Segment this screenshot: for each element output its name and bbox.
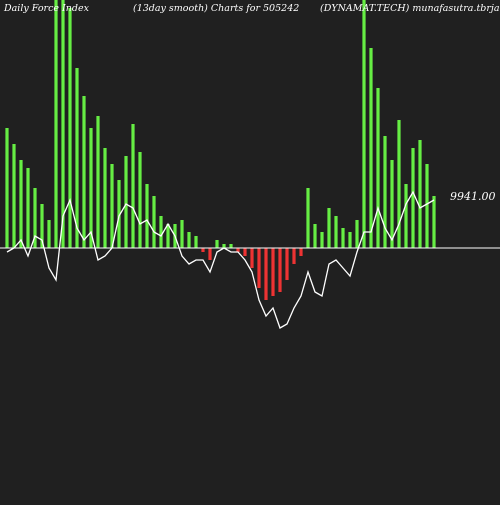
- force-bar: [376, 88, 380, 248]
- force-bar: [362, 0, 366, 248]
- force-bar: [306, 188, 310, 248]
- force-bar: [320, 232, 324, 248]
- force-bar: [250, 248, 254, 268]
- force-bar: [201, 248, 205, 252]
- force-bar: [194, 236, 198, 248]
- force-bar: [82, 96, 86, 248]
- force-bar: [404, 184, 408, 248]
- force-bar: [5, 128, 9, 248]
- force-bar: [278, 248, 282, 292]
- force-bar: [271, 248, 275, 296]
- force-bar: [117, 180, 121, 248]
- force-bar: [327, 208, 331, 248]
- force-bar: [124, 156, 128, 248]
- force-bar: [180, 220, 184, 248]
- force-bar: [334, 216, 338, 248]
- force-bar: [383, 136, 387, 248]
- force-bar: [418, 140, 422, 248]
- force-bar: [96, 116, 100, 248]
- force-bar: [432, 196, 436, 248]
- force-bar: [299, 248, 303, 256]
- force-bar: [208, 248, 212, 260]
- force-bar: [68, 8, 72, 248]
- force-bar: [26, 168, 30, 248]
- force-bar: [313, 224, 317, 248]
- force-bar: [33, 188, 37, 248]
- force-bar: [236, 248, 240, 252]
- force-bar: [222, 244, 226, 248]
- force-bar: [285, 248, 289, 280]
- force-bar: [145, 184, 149, 248]
- force-bar: [75, 68, 79, 248]
- force-bar: [138, 152, 142, 248]
- force-bar: [397, 120, 401, 248]
- title-left: Daily Force Index: [3, 3, 90, 14]
- force-bar: [89, 128, 93, 248]
- force-bar: [215, 240, 219, 248]
- force-bar: [61, 0, 65, 248]
- bars-layer: [5, 0, 436, 300]
- force-bar: [103, 148, 107, 248]
- force-bar: [187, 232, 191, 248]
- force-bar: [159, 216, 163, 248]
- force-bar: [341, 228, 345, 248]
- force-bar: [19, 160, 23, 248]
- force-bar: [243, 248, 247, 256]
- force-bar: [355, 220, 359, 248]
- force-bar: [131, 124, 135, 248]
- force-bar: [425, 164, 429, 248]
- title-center: (13day smooth) Charts for 505242: [133, 3, 299, 14]
- index-line: [6, 190, 435, 329]
- force-bar: [40, 204, 44, 248]
- force-bar: [264, 248, 268, 300]
- force-bar: [152, 196, 156, 248]
- force-bar: [110, 164, 114, 248]
- force-bar: [12, 144, 16, 248]
- force-bar: [257, 248, 261, 288]
- last-value-label: 9941.00: [450, 190, 496, 203]
- force-bar: [390, 160, 394, 248]
- force-bar: [54, 0, 58, 248]
- force-bar: [292, 248, 296, 264]
- force-bar: [369, 48, 373, 248]
- force-bar: [47, 220, 51, 248]
- force-bar: [348, 232, 352, 248]
- force-bar: [166, 224, 170, 248]
- force-bar: [411, 148, 415, 248]
- force-bar: [229, 244, 233, 248]
- title-right: (DYNAMAT.TECH) munafasutra.tbrjar.com: [320, 3, 500, 14]
